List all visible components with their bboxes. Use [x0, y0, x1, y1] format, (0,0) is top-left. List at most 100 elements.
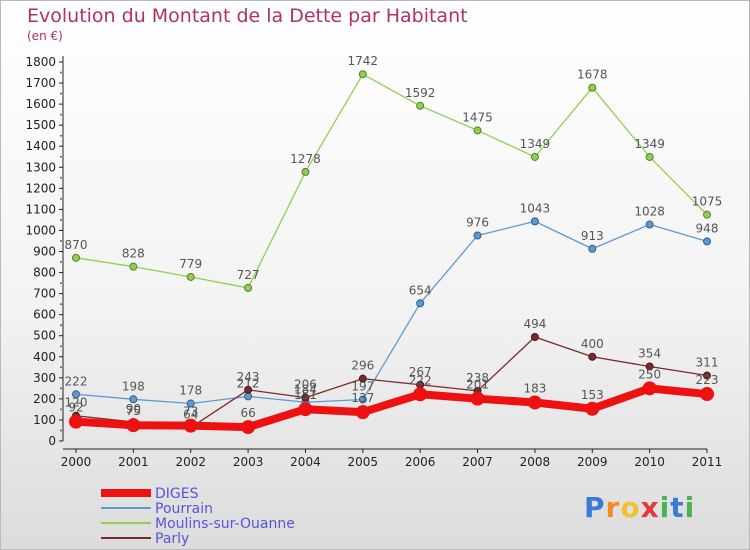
y-tick-label: 500	[33, 329, 56, 343]
data-point	[470, 391, 485, 406]
series-line	[75, 73, 708, 289]
y-minor-tick	[60, 366, 62, 369]
logo-letter: o	[620, 491, 641, 524]
data-label: 654	[409, 283, 432, 297]
y-tick-label: 700	[33, 287, 56, 301]
logo-letter: i	[684, 491, 696, 524]
y-minor-tick	[60, 155, 62, 158]
data-point	[72, 390, 80, 399]
y-tick-label: 1700	[25, 76, 56, 90]
data-point	[301, 167, 310, 176]
data-point	[642, 381, 657, 396]
data-point	[69, 414, 83, 429]
y-tick-label: 900	[33, 245, 56, 259]
y-minor-tick	[60, 282, 62, 285]
data-label: 250	[638, 367, 661, 381]
data-point	[129, 262, 138, 271]
data-label: 201	[466, 378, 489, 392]
y-tick-label: 200	[33, 392, 56, 406]
data-point	[588, 83, 597, 92]
y-tick-label: 0	[48, 434, 56, 448]
data-label: 976	[466, 215, 489, 229]
series-pourrain: 222 198 178 212 184 197 654 976 1043 913 1028 948	[65, 201, 719, 408]
data-point	[241, 420, 256, 435]
data-point	[301, 393, 310, 402]
data-point	[530, 152, 539, 161]
data-point	[244, 385, 253, 394]
y-minor-tick	[60, 197, 62, 200]
y-tick-label: 1500	[25, 118, 56, 132]
data-point	[645, 220, 654, 229]
data-label: 1349	[634, 137, 665, 151]
data-label: 137	[351, 391, 374, 405]
data-label: 222	[409, 373, 432, 387]
data-point	[645, 362, 654, 371]
data-label: 223	[696, 373, 719, 387]
data-point	[527, 395, 542, 410]
x-tick-label: 2007	[462, 455, 493, 469]
series-line	[72, 384, 711, 432]
data-point	[358, 395, 367, 404]
data-label: 75	[126, 404, 141, 418]
x-tick-label: 2010	[634, 455, 665, 469]
data-label: 90	[126, 402, 141, 416]
data-label: 1028	[634, 205, 665, 219]
data-label: 779	[179, 257, 202, 271]
legend-label: Pourrain	[155, 501, 213, 517]
x-tick-label: 2003	[233, 455, 264, 469]
data-label: 222	[65, 374, 88, 388]
data-point	[416, 101, 425, 110]
series-line	[75, 220, 708, 405]
data-point	[645, 152, 654, 161]
x-tick-label: 2006	[405, 455, 436, 469]
data-label: 92	[68, 401, 83, 415]
y-minor-tick	[60, 176, 62, 179]
chart-title: Evolution du Montant de la Dette par Hab…	[27, 5, 468, 27]
y-minor-tick	[60, 134, 62, 137]
data-label: 66	[240, 406, 255, 420]
y-minor-tick	[60, 387, 62, 390]
data-point	[186, 272, 195, 281]
data-point	[358, 70, 367, 79]
y-tick-label: 1300	[25, 160, 56, 174]
y-minor-tick	[60, 408, 62, 411]
y-tick-label: 1400	[25, 139, 56, 153]
data-label: 1592	[405, 86, 436, 100]
data-label: 913	[581, 229, 604, 243]
series-parly: 120 90 64 243 206 296 267 238 494 400 354 311	[65, 317, 718, 432]
data-point	[416, 299, 425, 308]
data-point	[72, 253, 80, 262]
logo-letter: t	[670, 491, 685, 524]
y-tick-label: 300	[33, 371, 56, 385]
data-point	[703, 371, 711, 380]
logo-letter: x	[640, 491, 660, 524]
data-point	[530, 217, 539, 226]
y-minor-tick	[60, 218, 62, 221]
y-tick-label: 1600	[25, 97, 56, 111]
y-tick-label: 1100	[25, 202, 56, 216]
x-tick-label: 2000	[61, 455, 92, 469]
data-label: 267	[409, 365, 432, 379]
x-tick-label: 2004	[290, 455, 321, 469]
data-label: 354	[638, 346, 661, 360]
series-moulins-sur-ouanne: 870 828 779 727 1278 1742 1592 1475 1349 1678 1349…	[65, 54, 722, 292]
data-point	[588, 352, 597, 361]
data-label: 870	[65, 238, 88, 252]
y-minor-tick	[60, 113, 62, 116]
x-tick-label: 2005	[348, 455, 379, 469]
y-tick-label: 800	[33, 266, 56, 280]
data-point	[703, 210, 711, 219]
data-point	[183, 418, 198, 433]
data-label: 1678	[577, 68, 608, 82]
data-label: 828	[122, 247, 145, 261]
legend-label: DIGES	[155, 486, 199, 502]
proxiti-logo: Proxiti	[584, 491, 695, 524]
data-point	[358, 374, 367, 383]
data-label: 212	[237, 376, 260, 390]
y-minor-tick	[60, 92, 62, 95]
x-tick-label: 2001	[118, 455, 149, 469]
data-label: 948	[696, 221, 719, 235]
y-minor-tick	[60, 429, 62, 432]
data-point	[473, 126, 482, 135]
data-point	[186, 399, 195, 408]
